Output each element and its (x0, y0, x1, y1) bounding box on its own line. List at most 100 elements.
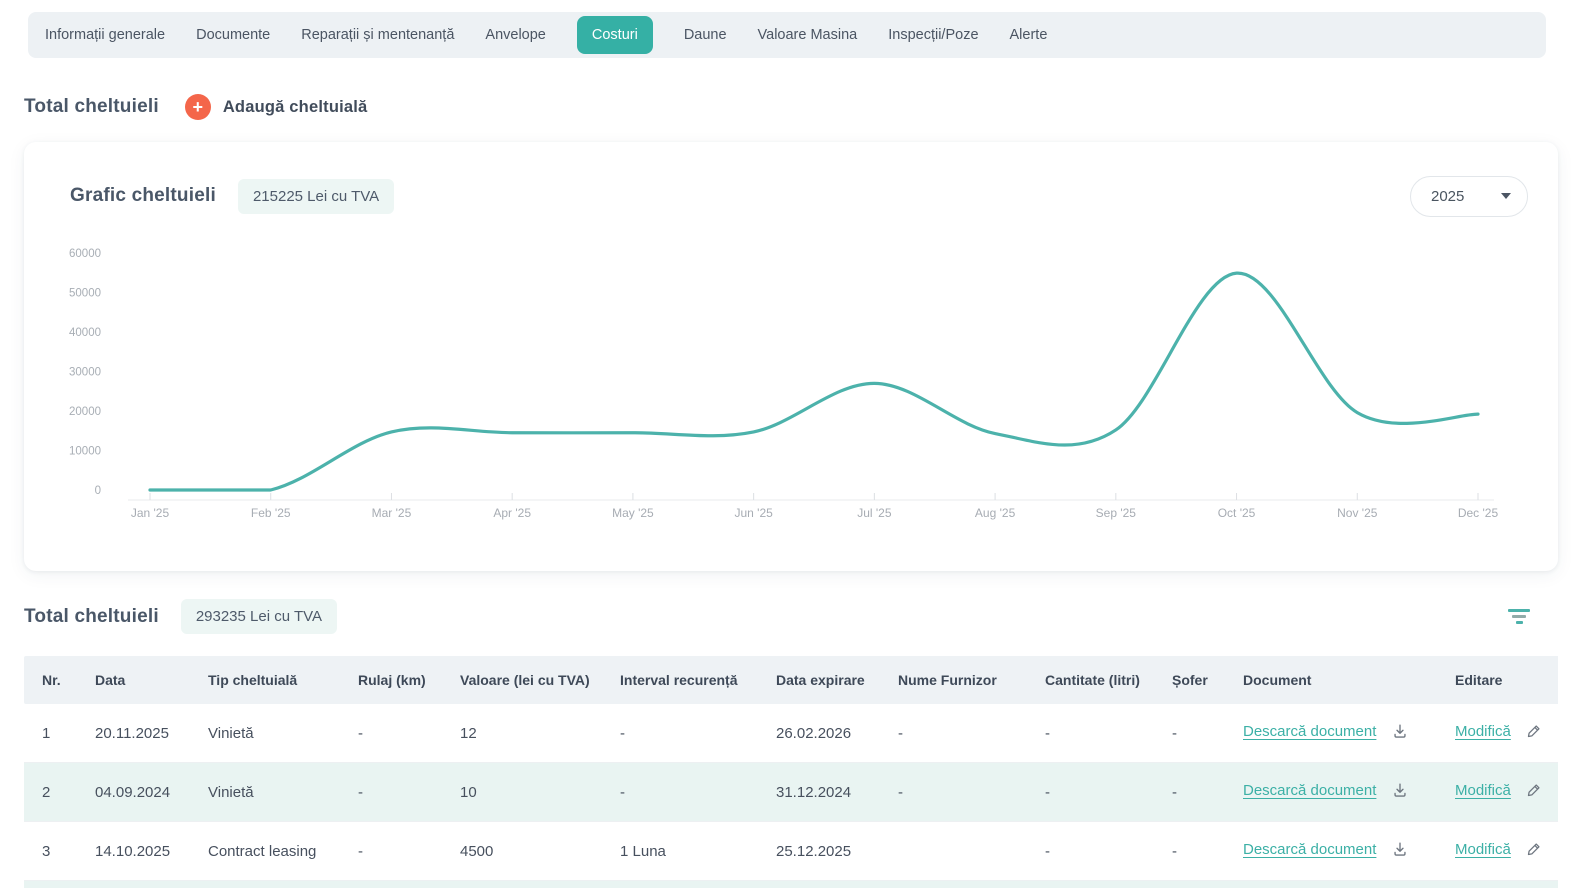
edit-pencil-icon[interactable] (1525, 841, 1542, 862)
year-select[interactable]: 2025 (1410, 176, 1528, 217)
tab-documente[interactable]: Documente (196, 27, 270, 43)
col-sofer: Șofer (1154, 656, 1225, 704)
tab-inspectii-poze[interactable]: Inspecții/Poze (888, 27, 978, 43)
tab-informatii-generale[interactable]: Informații generale (45, 27, 165, 43)
col-valoare: Valoare (lei cu TVA) (442, 656, 602, 704)
chevron-down-icon (1501, 193, 1511, 199)
cell-rulaj: - (340, 704, 442, 763)
cell-tip: Contract leasing (190, 822, 340, 881)
cell-cantitate: - (1027, 763, 1154, 822)
col-nr: Nr. (24, 656, 77, 704)
col-interval: Interval recurență (602, 656, 758, 704)
cell-cantitate: - (1027, 704, 1154, 763)
cell-furnizor (880, 822, 1027, 881)
cell-tip: Vinietă (190, 704, 340, 763)
download-icon[interactable] (1391, 722, 1409, 744)
svg-text:60000: 60000 (69, 248, 101, 260)
svg-text:20000: 20000 (69, 406, 101, 418)
download-document-link[interactable]: Descarcă document (1243, 723, 1376, 740)
cell-sofer: - (1154, 763, 1225, 822)
edit-link[interactable]: Modifică (1455, 723, 1511, 740)
svg-text:40000: 40000 (69, 327, 101, 339)
cell-data: 14.10.2025 (77, 822, 190, 881)
cell-sofer: - (1154, 704, 1225, 763)
edit-pencil-icon[interactable] (1525, 723, 1542, 744)
table-total-badge: 293235 Lei cu TVA (181, 599, 337, 634)
download-icon[interactable] (1391, 781, 1409, 803)
svg-text:Dec '25: Dec '25 (1458, 506, 1499, 520)
col-editare: Editare (1437, 656, 1558, 704)
add-expense-label: Adaugă cheltuială (223, 98, 368, 117)
tab-valoare-masina[interactable]: Valoare Masina (758, 27, 858, 43)
table-title: Total cheltuieli (24, 606, 159, 628)
year-select-value: 2025 (1431, 188, 1464, 205)
cell-tip: Vinietă (190, 763, 340, 822)
cell-interval: 1 Luna (602, 822, 758, 881)
cell-furnizor: - (880, 763, 1027, 822)
svg-text:Sep '25: Sep '25 (1096, 506, 1137, 520)
svg-text:0: 0 (95, 485, 101, 497)
cell-nr: 1 (24, 704, 77, 763)
cell-rulaj: - (340, 822, 442, 881)
col-rulaj: Rulaj (km) (340, 656, 442, 704)
cell-expirare: 31.12.2024 (758, 763, 880, 822)
svg-text:Oct '25: Oct '25 (1218, 506, 1256, 520)
cell-data: 04.09.2024 (77, 763, 190, 822)
svg-text:Feb '25: Feb '25 (251, 506, 291, 520)
tab-reparatii-mentenanta[interactable]: Reparații și mentenanță (301, 27, 454, 43)
svg-text:10000: 10000 (69, 446, 101, 458)
cell-interval: - (602, 704, 758, 763)
page-title: Total cheltuieli (24, 96, 159, 118)
tab-bar: Informații generale Documente Reparații … (28, 12, 1546, 58)
cell-nr: 2 (24, 763, 77, 822)
col-nume-furnizor: Nume Furnizor (880, 656, 1027, 704)
svg-text:50000: 50000 (69, 288, 101, 300)
tab-daune[interactable]: Daune (684, 27, 727, 43)
col-data: Data (77, 656, 190, 704)
cell-sofer: - (1154, 822, 1225, 881)
expenses-chart-card: Grafic cheltuieli 215225 Lei cu TVA 2025… (24, 142, 1558, 571)
cell-rulaj: - (340, 763, 442, 822)
cell-data: 20.11.2025 (77, 704, 190, 763)
edit-link[interactable]: Modifică (1455, 782, 1511, 799)
svg-text:30000: 30000 (69, 367, 101, 379)
svg-text:Nov '25: Nov '25 (1337, 506, 1378, 520)
svg-text:Jun '25: Jun '25 (734, 506, 773, 520)
svg-text:Apr '25: Apr '25 (493, 506, 531, 520)
tab-costuri[interactable]: Costuri (577, 16, 653, 54)
table-heading: Total cheltuieli 293235 Lei cu TVA (24, 599, 1534, 634)
table-row: 1 20.11.2025 Vinietă - 12 - 26.02.2026 -… (24, 704, 1558, 763)
col-data-expirare: Data expirare (758, 656, 880, 704)
download-document-link[interactable]: Descarcă document (1243, 841, 1376, 858)
add-expense-button[interactable]: + Adaugă cheltuială (185, 94, 368, 120)
tab-alerte[interactable]: Alerte (1010, 27, 1048, 43)
expenses-table: Nr. Data Tip cheltuială Rulaj (km) Valoa… (24, 656, 1558, 881)
col-cantitate: Cantitate (litri) (1027, 656, 1154, 704)
table-header-row: Nr. Data Tip cheltuială Rulaj (km) Valoa… (24, 656, 1558, 704)
expenses-line-chart: 0 10000 20000 30000 40000 50000 60000 Jan '25 Fe… (24, 245, 1558, 535)
cell-expirare: 26.02.2026 (758, 704, 880, 763)
cell-nr: 3 (24, 822, 77, 881)
cell-valoare: 4500 (442, 822, 602, 881)
edit-pencil-icon[interactable] (1525, 782, 1542, 803)
cell-valoare: 12 (442, 704, 602, 763)
cell-valoare: 10 (442, 763, 602, 822)
edit-link[interactable]: Modifică (1455, 841, 1511, 858)
download-document-link[interactable]: Descarcă document (1243, 782, 1376, 799)
col-tip-cheltuiala: Tip cheltuială (190, 656, 340, 704)
cell-furnizor: - (880, 704, 1027, 763)
cell-expirare: 25.12.2025 (758, 822, 880, 881)
chart-title: Grafic cheltuieli (70, 185, 216, 207)
table-row: 3 14.10.2025 Contract leasing - 4500 1 L… (24, 822, 1558, 881)
next-row-peek (24, 881, 1558, 888)
download-icon[interactable] (1391, 840, 1409, 862)
tab-anvelope[interactable]: Anvelope (485, 27, 545, 43)
table-row: 2 04.09.2024 Vinietă - 10 - 31.12.2024 -… (24, 763, 1558, 822)
svg-text:May '25: May '25 (612, 506, 654, 520)
col-document: Document (1225, 656, 1437, 704)
filter-icon[interactable] (1504, 605, 1534, 628)
svg-text:Mar '25: Mar '25 (372, 506, 412, 520)
cell-cantitate: - (1027, 822, 1154, 881)
svg-text:Jan '25: Jan '25 (131, 506, 170, 520)
plus-circle-icon: + (185, 94, 211, 120)
